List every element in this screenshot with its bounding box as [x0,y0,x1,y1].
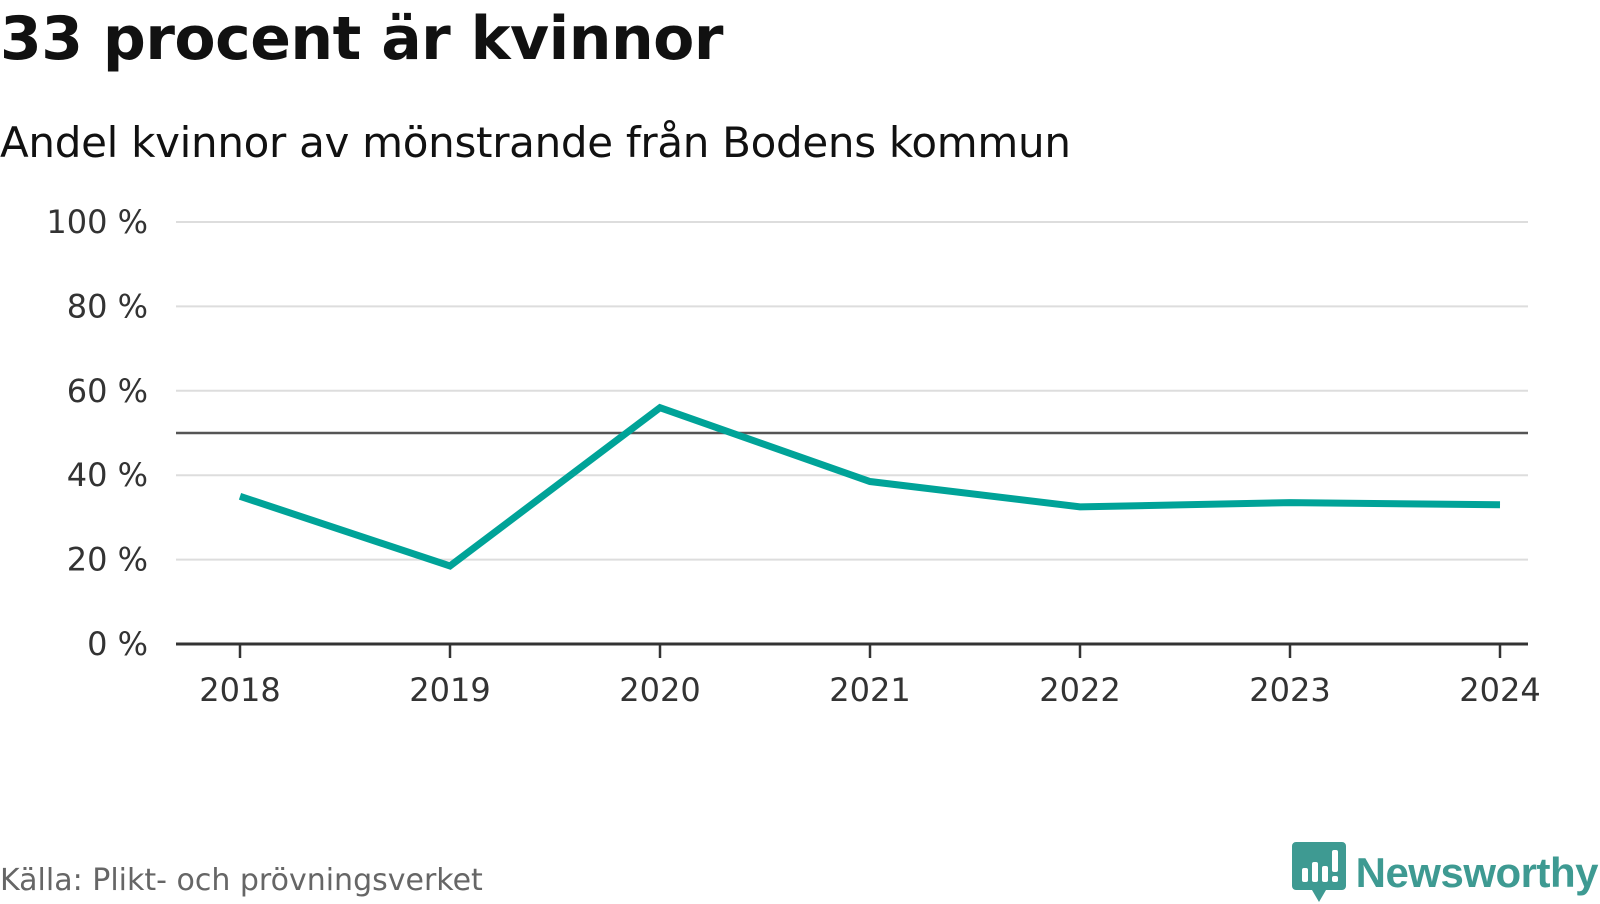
x-tick-label: 2018 [199,671,280,709]
x-tick-label: 2022 [1039,671,1120,709]
series-line [240,408,1500,566]
y-tick-label: 0 % [87,625,148,663]
y-tick-label: 20 % [67,541,148,579]
x-tick-label: 2019 [409,671,490,709]
chart-subtitle: Andel kvinnor av mönstrande från Bodens … [0,118,1071,167]
chart-title: 33 procent är kvinnor [0,4,723,74]
brand-logo: Newsworthy [1292,842,1598,904]
x-tick-label: 2023 [1249,671,1330,709]
newsworthy-logo-icon [1292,842,1346,904]
line-chart: 0 % 20 % 40 % 60 % 80 % 100 % 2018 2019 2020 2021… [0,190,1600,750]
source-note: Källa: Plikt- och prövningsverket [0,863,483,898]
brand-name: Newsworthy [1356,849,1598,897]
y-tick-label: 80 % [67,287,148,325]
y-tick-label: 60 % [67,372,148,410]
x-tick-label: 2020 [619,671,700,709]
x-tick-label: 2024 [1459,671,1540,709]
y-tick-label: 40 % [67,456,148,494]
x-tick-label: 2021 [829,671,910,709]
y-tick-label: 100 % [46,203,148,241]
